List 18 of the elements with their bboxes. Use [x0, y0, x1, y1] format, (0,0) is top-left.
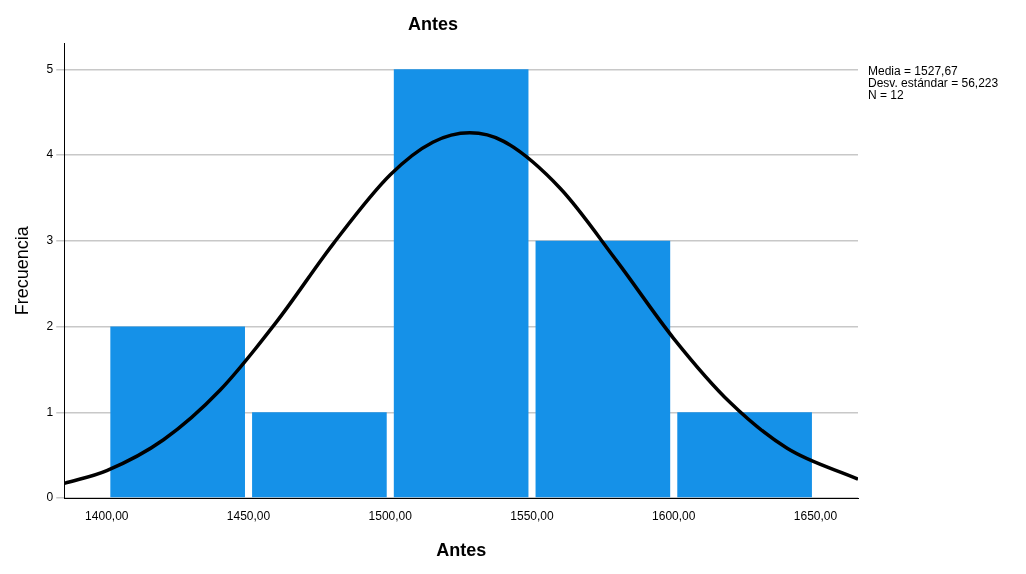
y-tick-label: 0	[46, 490, 54, 505]
x-tick-label: 1650,00	[793, 508, 838, 523]
x-tick-label: 1600,00	[652, 508, 696, 523]
x-tick-label: 1450,00	[226, 508, 271, 523]
text: Desv. estándar = 56,223	[868, 75, 999, 90]
x-tick-label: 1500,00	[368, 508, 413, 523]
text: N = 12	[868, 87, 905, 102]
y-tick-label: 4	[46, 147, 54, 162]
y-tick-label: 1	[46, 404, 54, 419]
y-tick-label: 5	[46, 61, 54, 76]
y-axis-title: Frecuencia	[11, 225, 32, 316]
y-tick-label: 3	[46, 233, 54, 248]
y-tick-label: 2	[46, 318, 54, 333]
chart-title: Antes	[407, 13, 459, 34]
x-axis-title: Antes	[436, 540, 487, 561]
x-tick-label: 1400,00	[85, 508, 129, 523]
x-tick-label: 1550,00	[510, 508, 555, 523]
text: Media = 1527,67	[868, 63, 959, 78]
